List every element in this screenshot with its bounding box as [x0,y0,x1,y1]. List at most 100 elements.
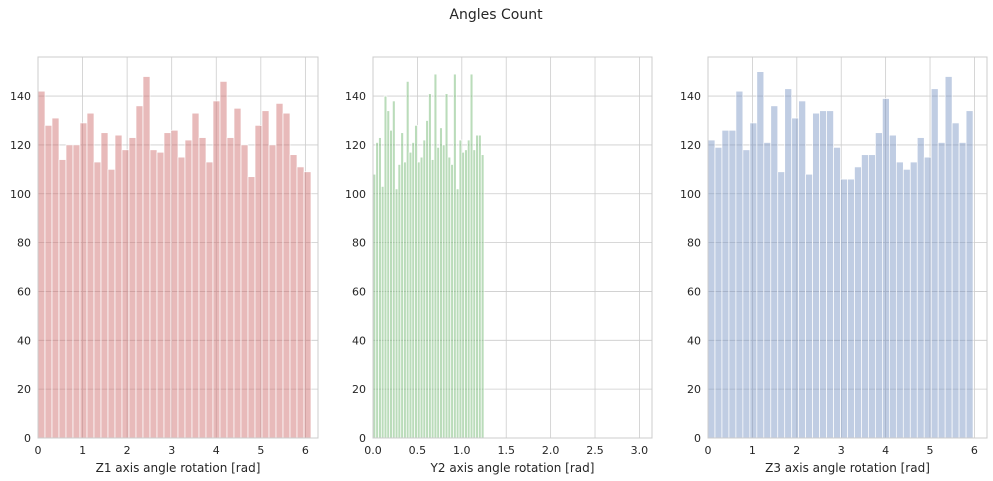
axes-frame [707,56,988,439]
bar [833,147,841,439]
bar [805,173,813,439]
bar [902,168,911,439]
tick-labels: 0.0 0.5 1.0 1.5 2.0 2.5 3.0 0 20 40 60 80 100 120 140 [345,90,648,457]
y-tick-label: 140 [680,90,701,103]
x-tick-label: 5 [257,444,264,457]
bar [707,139,716,439]
bar [128,137,137,439]
bar [442,144,446,439]
bar [422,139,427,439]
y-tick-label: 20 [687,383,701,396]
bar [791,117,800,439]
x-tick-label: 0 [705,444,712,457]
y-tick-label: 120 [680,139,701,152]
bar [909,161,918,439]
bar [86,112,95,439]
bar [386,110,391,439]
bar [121,149,130,439]
bar [458,139,463,439]
bar [37,90,46,439]
bar [784,88,793,439]
bar [289,154,298,439]
y-tick-label: 80 [687,237,701,250]
bar [135,105,144,439]
bar [467,139,471,439]
y-tick-label: 0 [359,432,366,445]
bar [965,110,974,439]
y-tick-label: 80 [17,237,31,250]
bar [756,71,765,439]
bar [142,76,151,439]
bar [383,95,388,439]
bar [79,122,88,439]
bar [868,154,876,439]
x-tick-label: 6 [302,444,309,457]
bar [923,156,932,439]
bar [770,105,779,439]
bar [72,144,81,439]
bar [436,147,440,439]
bar [408,151,413,439]
bar [375,142,379,439]
bar [212,100,221,439]
bar [735,90,744,439]
bar [826,110,834,439]
bar [875,132,883,439]
x-tick-label: 0.0 [364,444,382,457]
bar [714,147,723,439]
bar [812,112,820,439]
bar [389,129,393,439]
bar [478,134,482,439]
bar [156,151,165,439]
bar [240,144,249,439]
bar [177,156,186,439]
y-tick-label: 40 [17,334,31,347]
y-tick-label: 140 [345,90,366,103]
bar [455,188,460,439]
bar [951,122,960,439]
y-tick-label: 40 [352,334,366,347]
bar [394,188,399,439]
bar [296,166,305,439]
x-tick-label: 5 [927,444,934,457]
bar [149,149,158,439]
bar [198,137,207,439]
bar [403,161,407,439]
x-axis-label: Z3 axis angle rotation [rad] [765,461,930,475]
bar [958,142,967,439]
x-tick-label: 3 [168,444,175,457]
bar [247,176,256,439]
bar [397,164,402,439]
bar [44,125,53,439]
bar [861,154,869,439]
x-tick-label: 4 [882,444,889,457]
y-tick-label: 60 [352,285,366,298]
bar [882,98,890,439]
bar [378,137,382,439]
x-tick-label: 1.0 [453,444,471,457]
bar [417,161,421,439]
bar [895,161,904,439]
plot-area [373,57,652,438]
x-tick-label: 0.5 [409,444,427,457]
y-tick-label: 40 [687,334,701,347]
bar [721,129,730,439]
y-tick-label: 0 [694,432,701,445]
x-axis-label: Z1 axis angle rotation [rad] [96,461,261,475]
x-tick-label: 4 [213,444,220,457]
y-tick-label: 100 [10,188,31,201]
bar [58,159,67,439]
bar [444,93,449,439]
y-tick-label: 20 [352,383,366,396]
bar [439,127,443,439]
bar [282,112,291,439]
x-tick-label: 2.0 [542,444,560,457]
bar [392,100,396,439]
y-tick-label: 80 [352,237,366,250]
y-tick-label: 100 [345,188,366,201]
bar [777,171,786,439]
